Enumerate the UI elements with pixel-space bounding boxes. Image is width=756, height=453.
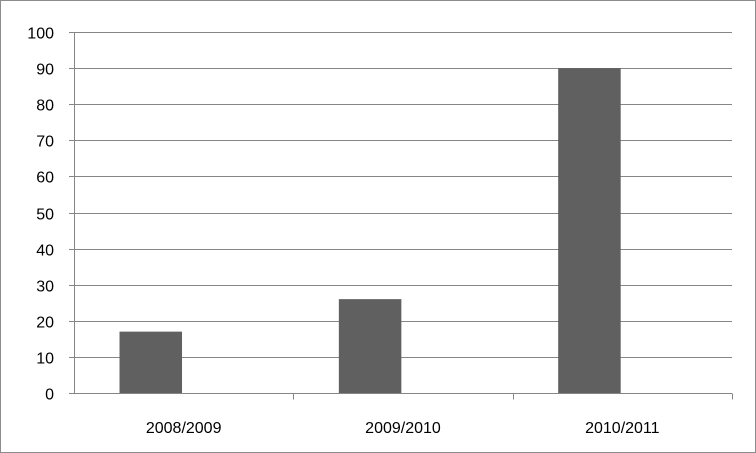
y-tick-label: 40 <box>36 243 54 260</box>
bar <box>558 68 621 393</box>
bars <box>119 68 621 393</box>
axes <box>69 32 733 400</box>
x-tick-labels: 2008/2009 2009/2010 2010/2011 <box>146 420 660 437</box>
y-tick-label: 50 <box>36 207 54 224</box>
y-tick-label: 10 <box>36 351 54 368</box>
y-tick-label: 60 <box>36 170 54 187</box>
y-tick-label: 80 <box>36 98 54 115</box>
x-tick-label: 2008/2009 <box>146 420 222 437</box>
y-tick-label: 0 <box>45 387 54 404</box>
y-tick-label: 70 <box>36 134 54 151</box>
y-tick-label: 100 <box>27 26 54 43</box>
x-tick-label: 2009/2010 <box>365 420 441 437</box>
y-tick-label: 20 <box>36 315 54 332</box>
bar <box>119 331 183 393</box>
y-tick-labels: 0 10 20 30 40 50 60 70 80 90 100 <box>27 26 54 404</box>
bar <box>338 299 402 393</box>
gridlines <box>74 32 732 358</box>
y-tick-label: 30 <box>36 279 54 296</box>
x-tick-label: 2010/2011 <box>585 420 660 437</box>
y-tick-label: 90 <box>36 62 54 79</box>
